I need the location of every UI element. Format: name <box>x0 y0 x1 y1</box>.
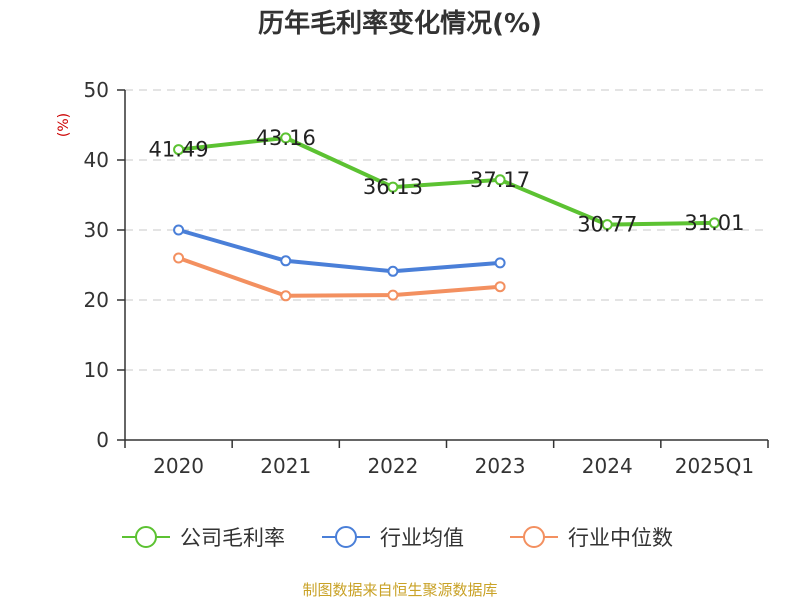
data-point-s0-2024 <box>601 219 613 231</box>
data-point-s2-2022 <box>387 289 399 301</box>
x-tick-label-2024: 2024 <box>582 454 633 478</box>
y-tick-label-40: 40 <box>84 148 109 172</box>
x-tick-label-2025Q1: 2025Q1 <box>675 454 754 478</box>
x-tick-label-2022: 2022 <box>367 454 418 478</box>
legend: 公司毛利率 行业均值 行业中位数 <box>122 526 673 550</box>
data-label-2022: 36.13 <box>363 175 423 199</box>
y-tick-label-10: 10 <box>84 358 109 382</box>
legend-marker-2 <box>523 526 545 548</box>
legend-marker-0 <box>135 526 157 548</box>
series-line-0 <box>178 135 715 227</box>
data-point-s0-2020 <box>173 144 185 156</box>
data-label-2020: 41.49 <box>149 138 209 162</box>
y-axis-unit-label: (%) <box>56 113 72 137</box>
series-line-2 <box>177 256 501 298</box>
x-tick-label-2023: 2023 <box>475 454 526 478</box>
legend-label-0: 公司毛利率 <box>180 526 285 550</box>
data-point-s0-2022 <box>387 181 399 193</box>
y-tick-label-0: 0 <box>96 428 109 452</box>
legend-label-1: 行业均值 <box>380 526 464 550</box>
data-point-s2-2023 <box>494 281 506 293</box>
y-tick-label-20: 20 <box>84 288 109 312</box>
x-tick-label-2020: 2020 <box>153 454 204 478</box>
data-point-s2-2020 <box>173 252 185 264</box>
y-tick-label-30: 30 <box>84 218 109 242</box>
x-tick-label-2021: 2021 <box>260 454 311 478</box>
data-label-2024: 30.77 <box>577 213 637 237</box>
data-labels: 41.49 43.16 36.13 37.17 30.77 31.01 <box>149 126 745 237</box>
chart-title: 历年毛利率变化情况(%) <box>258 8 542 39</box>
data-label-2021: 43.16 <box>256 126 316 150</box>
data-point-s0-2021 <box>280 132 292 144</box>
legend-label-2: 行业中位数 <box>568 526 673 550</box>
y-tick-label-50: 50 <box>84 78 109 102</box>
data-point-s0-2023 <box>494 174 506 186</box>
gridlines <box>125 89 768 371</box>
data-label-2023: 37.17 <box>470 168 530 192</box>
axes: 0 10 20 30 40 50 2020 2021 2022 2023 2024 2025Q1 <box>84 78 769 478</box>
data-point-s2-2021 <box>280 290 292 302</box>
data-point-s1-2021 <box>280 255 292 267</box>
source-note: 制图数据来自恒生聚源数据库 <box>302 581 497 599</box>
data-point-s1-2023 <box>494 257 506 269</box>
series-lines <box>173 132 720 302</box>
data-label-2025Q1: 31.01 <box>684 211 744 235</box>
data-point-s1-2022 <box>387 265 399 277</box>
series-line-1 <box>178 228 501 274</box>
data-point-s0-2025Q1 <box>708 217 720 229</box>
legend-marker-1 <box>335 526 357 548</box>
data-point-s1-2020 <box>173 224 185 236</box>
